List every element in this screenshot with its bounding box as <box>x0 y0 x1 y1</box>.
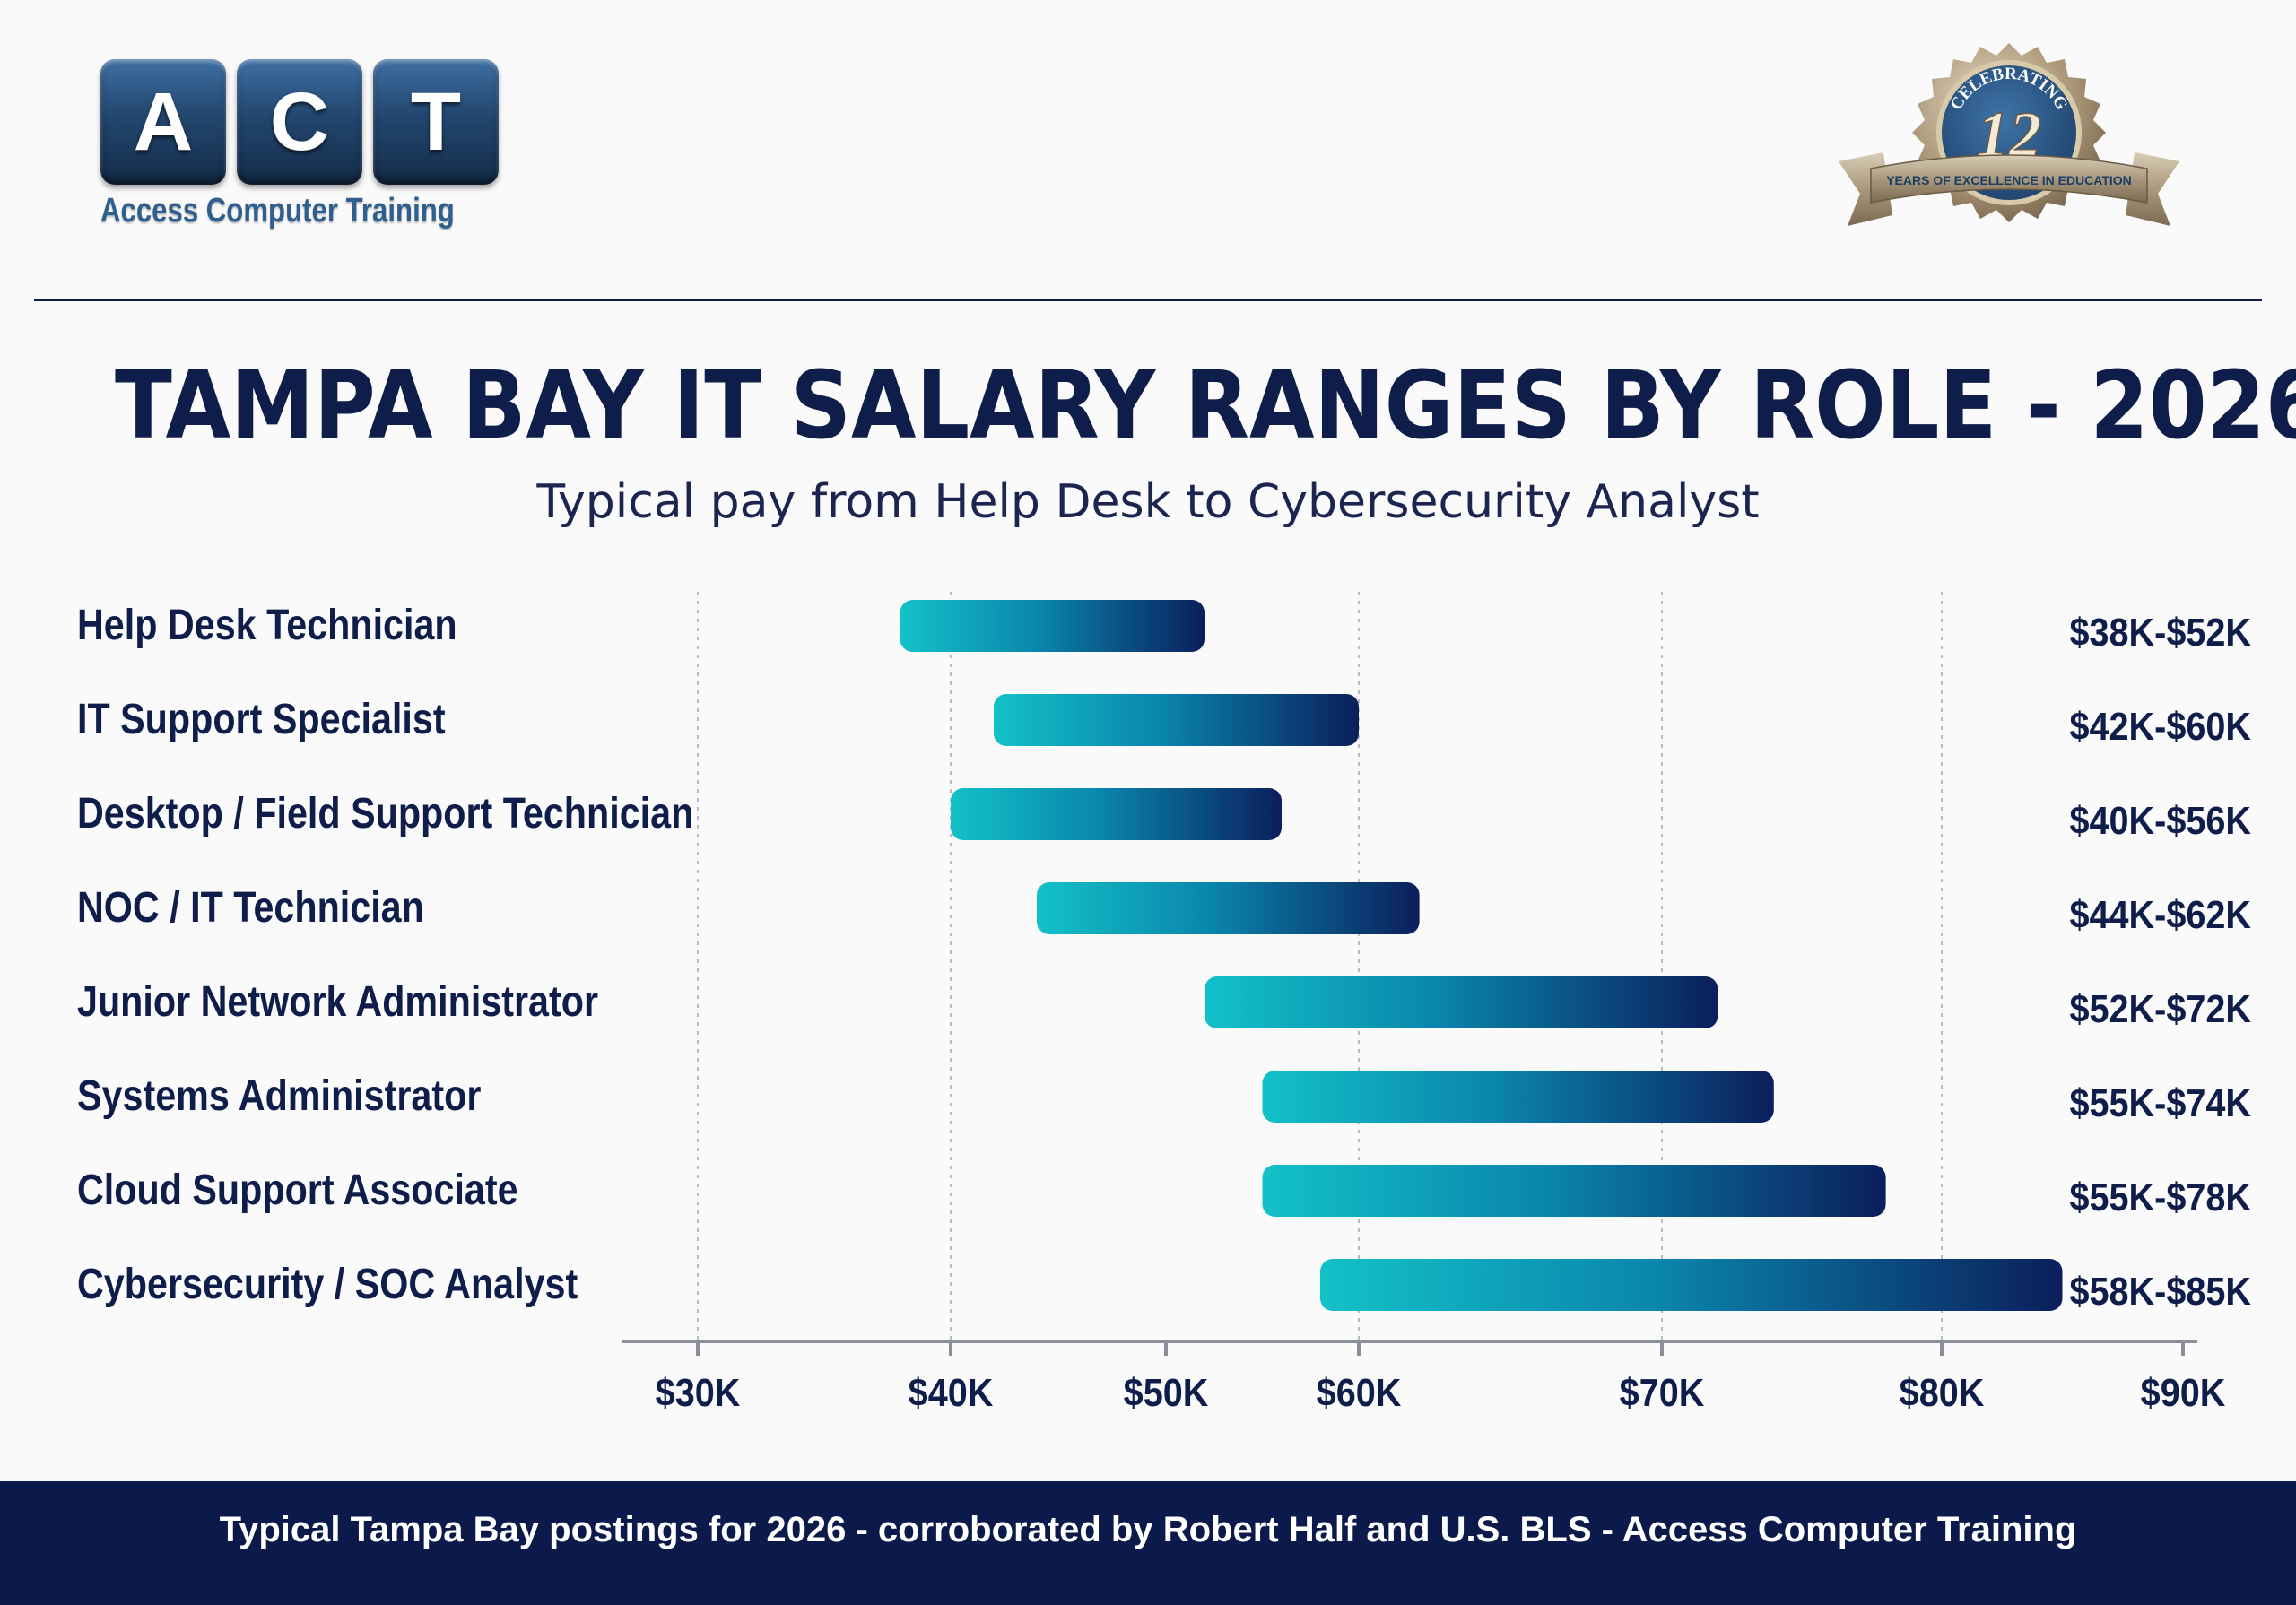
salary-range-bar <box>1037 882 1420 934</box>
role-label: NOC / IT Technician <box>77 884 424 932</box>
salary-range-bar <box>1320 1259 2063 1311</box>
role-label: Desktop / Field Support Technician <box>77 790 694 837</box>
chart-subtitle: Typical pay from Help Desk to Cybersecur… <box>536 475 1760 529</box>
logo-keys: A C T <box>100 59 513 185</box>
chart-title: TAMPA BAY IT SALARY RANGES BY ROLE - 202… <box>115 351 2296 460</box>
logo-key-t: T <box>373 59 499 185</box>
chart-plot-area <box>622 592 2197 1356</box>
x-tick-label: $70K <box>1619 1371 1705 1415</box>
x-tick-label: $90K <box>2140 1371 2226 1415</box>
salary-range-bar <box>900 600 1205 652</box>
role-label: Cloud Support Associate <box>77 1167 518 1214</box>
range-value-label: $55K-$78K <box>2069 1176 2251 1219</box>
logo-key-letter: C <box>269 75 330 168</box>
range-value-label: $42K-$60K <box>2069 705 2251 749</box>
badge-ribbon-text: YEARS OF EXCELLENCE IN EDUCATION <box>1886 173 2132 187</box>
salary-range-bar <box>994 694 1359 746</box>
range-value-label: $40K-$56K <box>2069 799 2251 843</box>
role-label: Junior Network Administrator <box>77 978 599 1026</box>
footer-bar: Typical Tampa Bay postings for 2026 - co… <box>0 1481 2296 1605</box>
logo-subtitle: Access Computer Training <box>100 192 455 230</box>
x-tick-label: $40K <box>908 1371 994 1415</box>
range-value-label: $52K-$72K <box>2069 987 2251 1031</box>
anniversary-badge: CELEBRATING 12 YEARS OF EXCELLENCE IN ED… <box>1839 43 2179 226</box>
role-label: Systems Administrator <box>77 1072 482 1120</box>
act-logo: A C T Access Computer Training <box>100 59 513 247</box>
salary-range-chart: Help Desk Technician $38K-$52K IT Support … <box>77 592 2251 1415</box>
ribbon-front <box>1870 154 2148 204</box>
x-tick-label: $30K <box>655 1371 741 1415</box>
logo-key-c: C <box>237 59 362 185</box>
salary-range-bar <box>1262 1071 1774 1123</box>
range-value-label: $38K-$52K <box>2069 611 2251 655</box>
salary-range-bar <box>951 788 1282 840</box>
role-label: Cybersecurity / SOC Analyst <box>77 1261 578 1308</box>
role-label: IT Support Specialist <box>77 696 446 743</box>
salary-range-bar <box>1205 976 1718 1028</box>
header-divider <box>34 299 2262 301</box>
logo-key-a: A <box>100 59 226 185</box>
x-tick-label: $50K <box>1123 1371 1209 1415</box>
footer-source-note: Typical Tampa Bay postings for 2026 - co… <box>219 1510 2077 1549</box>
range-value-label: $58K-$85K <box>2069 1270 2251 1314</box>
logo-key-letter: A <box>133 75 194 168</box>
x-tick-label: $60K <box>1316 1371 1402 1415</box>
role-label: Help Desk Technician <box>77 602 457 649</box>
range-value-label: $55K-$74K <box>2069 1081 2251 1125</box>
range-value-label: $44K-$62K <box>2069 893 2251 937</box>
logo-key-letter: T <box>410 75 462 168</box>
salary-range-bar <box>1262 1165 1886 1217</box>
x-tick-label: $80K <box>1899 1371 1985 1415</box>
